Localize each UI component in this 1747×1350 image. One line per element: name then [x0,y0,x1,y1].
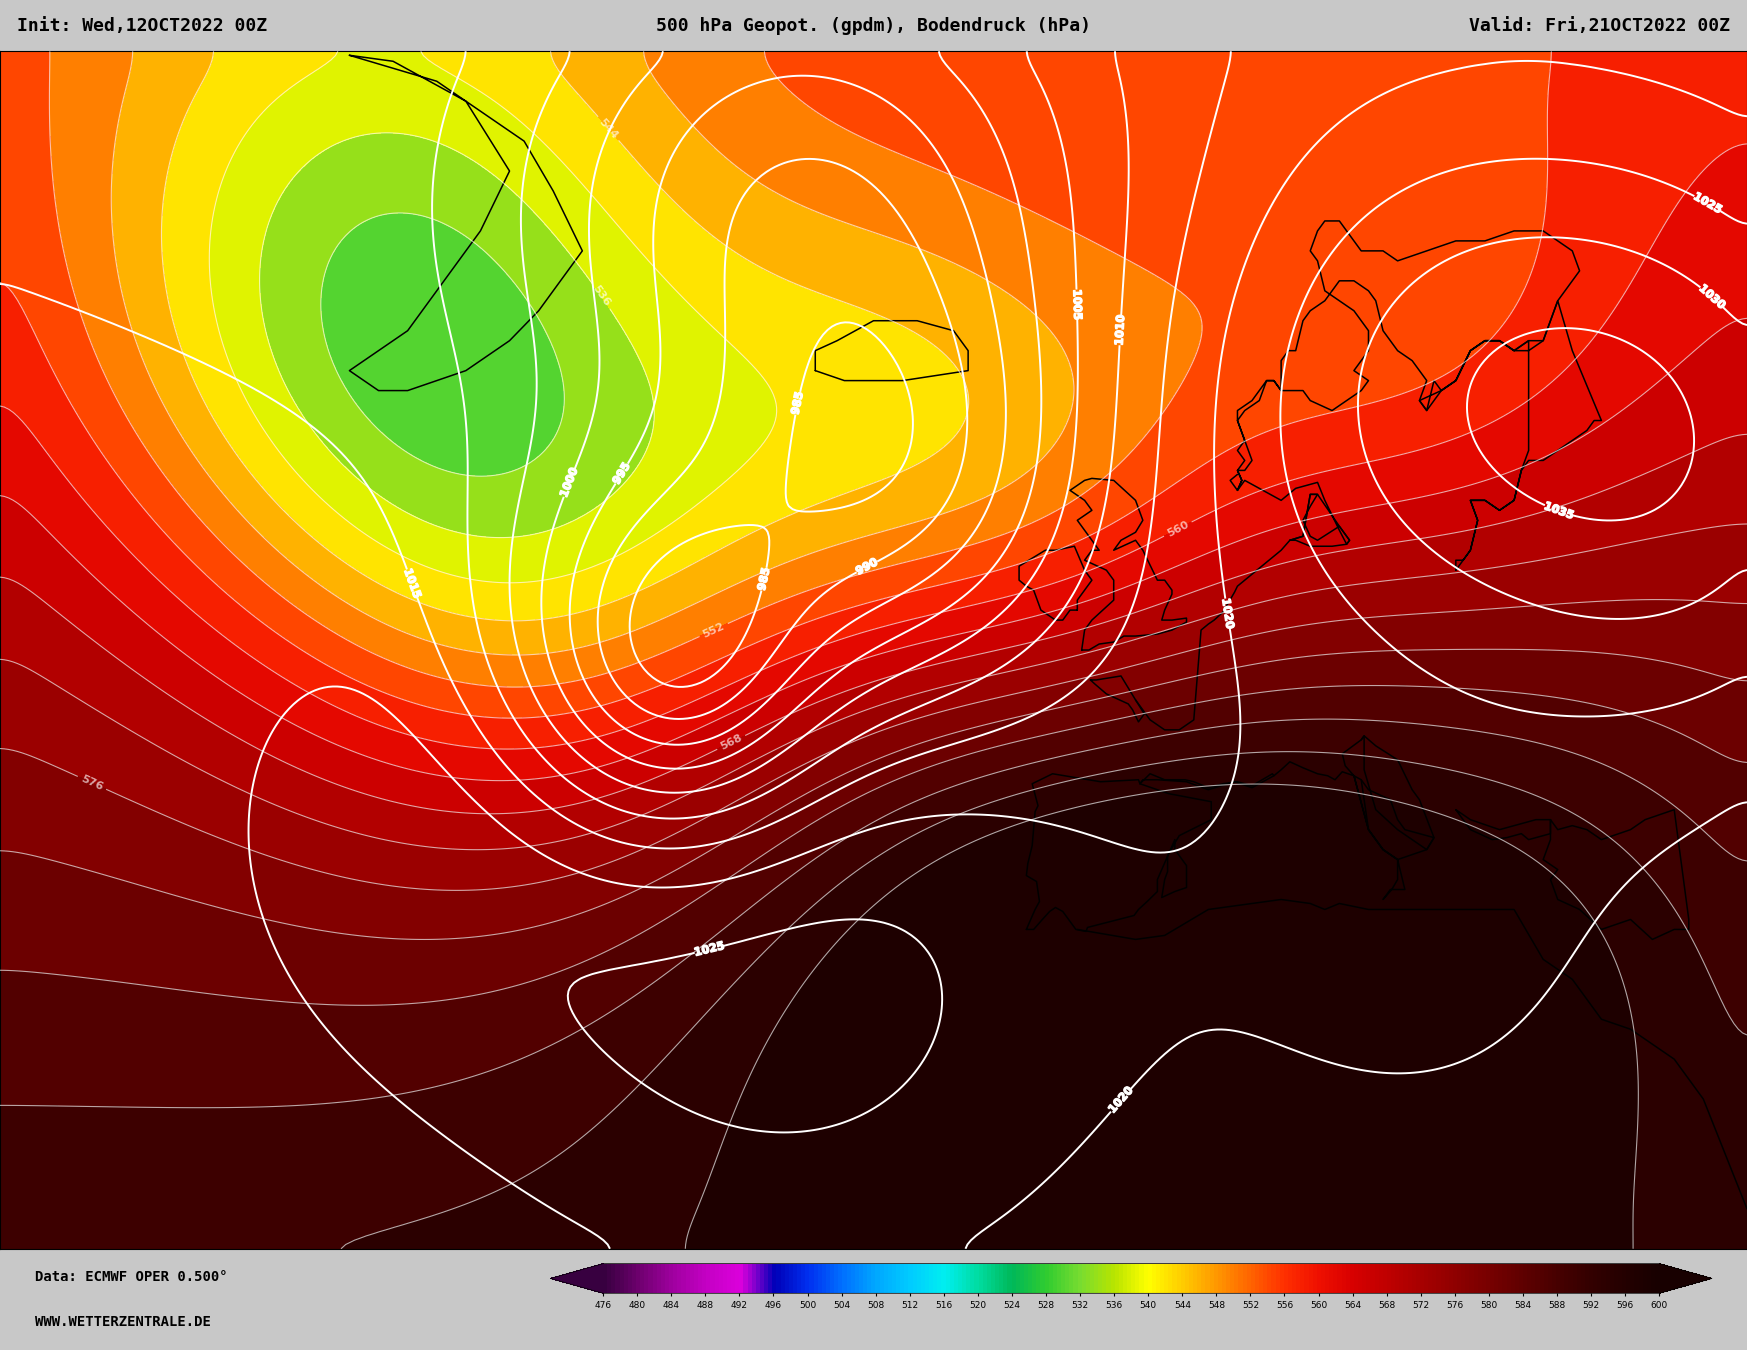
Text: 500 hPa Geopot. (gpdm), Bodendruck (hPa): 500 hPa Geopot. (gpdm), Bodendruck (hPa) [657,16,1090,35]
Text: Init: Wed,12OCT2022 00Z: Init: Wed,12OCT2022 00Z [17,16,267,35]
Text: 995: 995 [611,460,632,486]
Text: 985: 985 [756,567,772,591]
Text: 536: 536 [590,284,611,308]
Text: 544: 544 [597,116,620,140]
Text: 1015: 1015 [402,567,423,599]
Text: 1020: 1020 [1219,598,1235,629]
Text: 560: 560 [1165,520,1190,539]
Text: 576: 576 [79,774,105,792]
Text: Valid: Fri,21OCT2022 00Z: Valid: Fri,21OCT2022 00Z [1469,16,1730,35]
PathPatch shape [550,1264,603,1293]
Text: 1005: 1005 [1071,289,1083,320]
Text: 990: 990 [854,558,879,576]
Text: 1010: 1010 [1115,315,1127,346]
Text: Data: ECMWF OPER 0.500°: Data: ECMWF OPER 0.500° [35,1270,227,1284]
Text: WWW.WETTERZENTRALE.DE: WWW.WETTERZENTRALE.DE [35,1315,211,1328]
Text: 1025: 1025 [694,941,725,958]
Text: 1030: 1030 [1696,284,1726,310]
Text: 568: 568 [718,733,744,752]
Text: 1035: 1035 [1543,501,1574,521]
PathPatch shape [1660,1264,1712,1293]
Text: 552: 552 [701,621,727,640]
Text: 1000: 1000 [559,467,580,500]
Text: 985: 985 [790,392,805,416]
Text: 1020: 1020 [1108,1085,1136,1115]
Text: 1025: 1025 [1691,192,1724,215]
